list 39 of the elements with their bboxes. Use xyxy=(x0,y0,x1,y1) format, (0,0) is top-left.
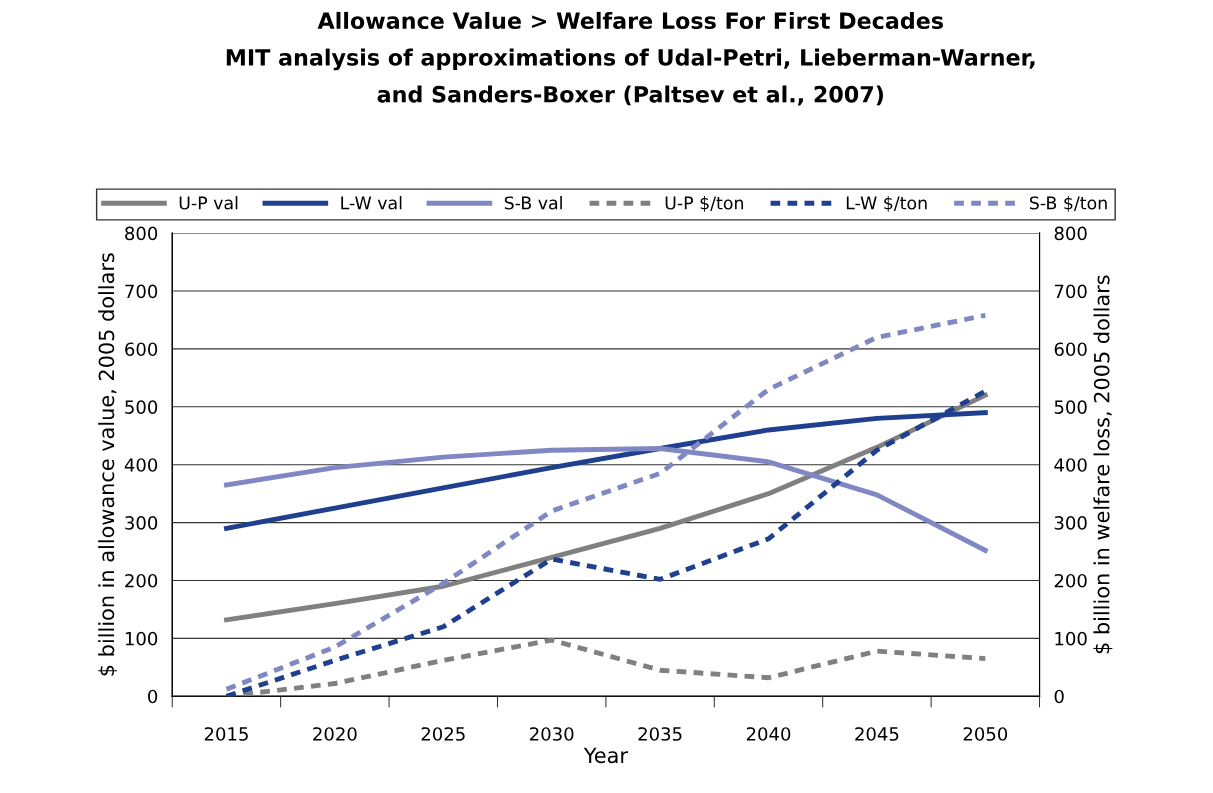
chart-title: Allowance Value > Welfare Loss For First Decades MIT analysis of approximations of Udal-Petri, Lieberman-Warner, and Sanders-Boxer (Paltsev et al., 2007) xyxy=(226,11,1035,106)
y-tick-label: 200 xyxy=(125,573,158,588)
y2-axis-title: $ billion in welfare loss, 2005 dollars xyxy=(1093,275,1113,654)
legend-label: S-B $/ton xyxy=(1029,196,1107,212)
x-tick-label: 2045 xyxy=(855,727,899,741)
x-axis-title: Year xyxy=(583,747,628,764)
x-tick-label: 2025 xyxy=(421,727,465,741)
y-tick-label: 100 xyxy=(125,631,158,646)
x-tick-label: 2020 xyxy=(313,727,357,741)
line-series xyxy=(224,392,988,623)
y2-tick-label: 700 xyxy=(1054,284,1087,299)
y-tick-label: 600 xyxy=(125,342,158,357)
x-tick-label: 2030 xyxy=(530,727,574,741)
y2-tick-label: 0 xyxy=(1054,689,1064,704)
legend-label: S-B val xyxy=(504,196,562,210)
y2-tick-label: 400 xyxy=(1054,458,1087,472)
y-axis-title: $ billion in allowance value, 2005 dollars xyxy=(98,253,118,676)
x-tick-label: 2040 xyxy=(746,727,791,741)
x-tick-label: 2050 xyxy=(963,727,1008,741)
y2-tick-label: 600 xyxy=(1054,342,1087,357)
legend-label: L-W $/ton xyxy=(846,196,927,212)
y-tick-label: 400 xyxy=(124,458,158,472)
y2-tick-label: 100 xyxy=(1055,631,1087,646)
y-tick-label: 800 xyxy=(125,226,158,241)
y2-tick-label: 200 xyxy=(1054,573,1087,588)
y2-tick-label: 500 xyxy=(1054,400,1087,414)
x-tick-label: 2015 xyxy=(204,727,248,741)
y2-tick-label: 800 xyxy=(1054,226,1087,241)
legend-label: U-P val xyxy=(179,196,238,210)
line-series xyxy=(224,312,988,692)
legend-label: U-P $/ton xyxy=(665,196,743,212)
line-series xyxy=(224,388,988,697)
x-tick-label: 2035 xyxy=(638,727,682,741)
y-tick-label: 500 xyxy=(125,400,158,414)
legend-label: L-W val xyxy=(341,196,402,210)
y-tick-label: 700 xyxy=(125,284,158,299)
y2-tick-label: 300 xyxy=(1054,516,1087,530)
y-tick-label: 300 xyxy=(125,516,158,530)
y-tick-label: 0 xyxy=(148,689,158,704)
